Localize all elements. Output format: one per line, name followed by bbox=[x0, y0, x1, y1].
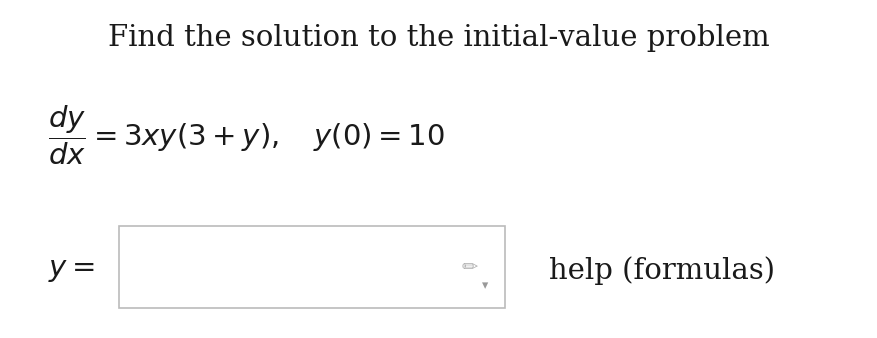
Text: ✏: ✏ bbox=[461, 258, 477, 276]
Text: $\dfrac{dy}{dx} = 3xy(3 + y), \quad y(0) = 10$: $\dfrac{dy}{dx} = 3xy(3 + y), \quad y(0)… bbox=[48, 104, 445, 167]
Text: ▾: ▾ bbox=[481, 279, 488, 292]
Text: $y = $: $y = $ bbox=[48, 257, 96, 284]
Text: help (formulas): help (formulas) bbox=[548, 256, 774, 285]
Text: Find the solution to the initial-value problem: Find the solution to the initial-value p… bbox=[108, 24, 769, 52]
